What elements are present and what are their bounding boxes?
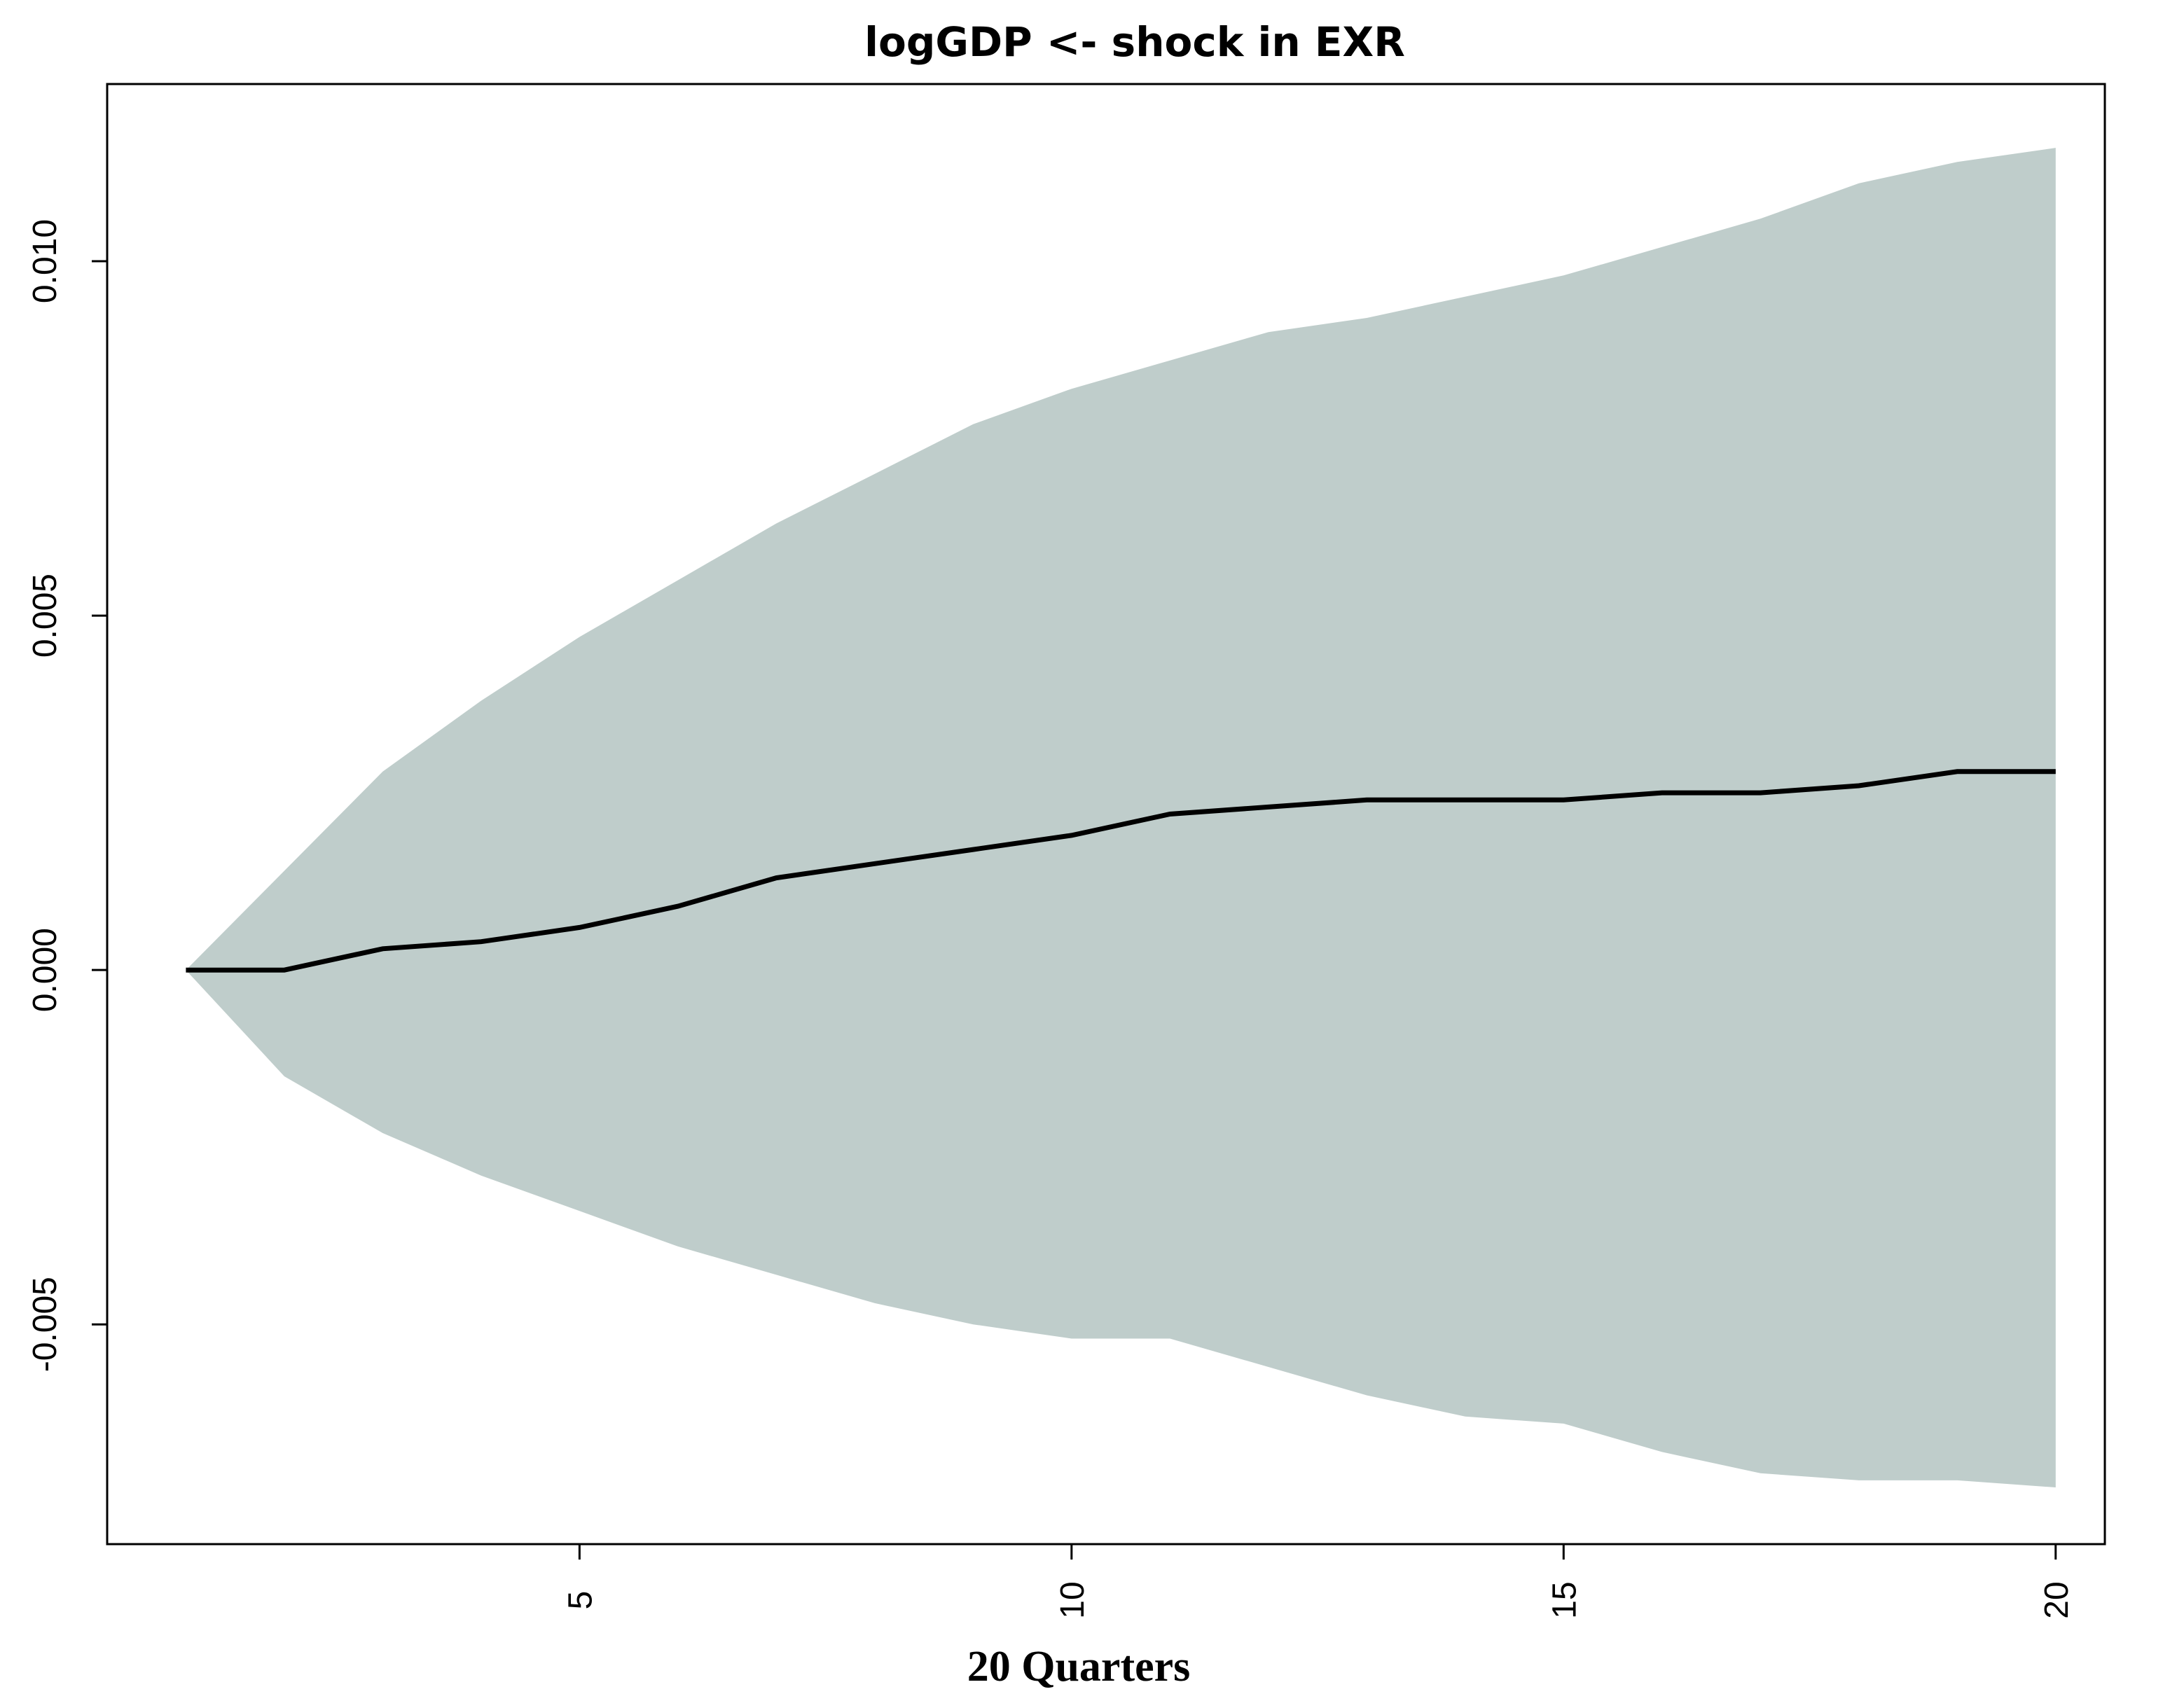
x-tick-label: 15 — [1546, 1581, 1583, 1618]
response-line — [186, 769, 2056, 973]
y-axis: -0.005 0.000 0.005 0.010 — [27, 219, 109, 1372]
response-line-layer — [186, 769, 2056, 973]
x-axis: 5 10 15 20 — [562, 1543, 2075, 1619]
chart-title: logGDP <- shock in EXR — [864, 18, 1405, 66]
y-tick-label: 0.010 — [27, 219, 64, 303]
y-tick-label: 0.000 — [27, 928, 64, 1012]
confidence-band — [186, 148, 2056, 1488]
x-tick-label: 10 — [1054, 1581, 1091, 1618]
x-tick-label: 5 — [562, 1591, 599, 1610]
y-tick-label: -0.005 — [27, 1277, 64, 1372]
confidence-band-layer — [186, 148, 2056, 1488]
x-axis-label: 20 Quarters — [967, 1643, 1191, 1690]
y-tick-label: 0.005 — [27, 574, 64, 658]
x-tick-label: 20 — [2038, 1581, 2075, 1618]
